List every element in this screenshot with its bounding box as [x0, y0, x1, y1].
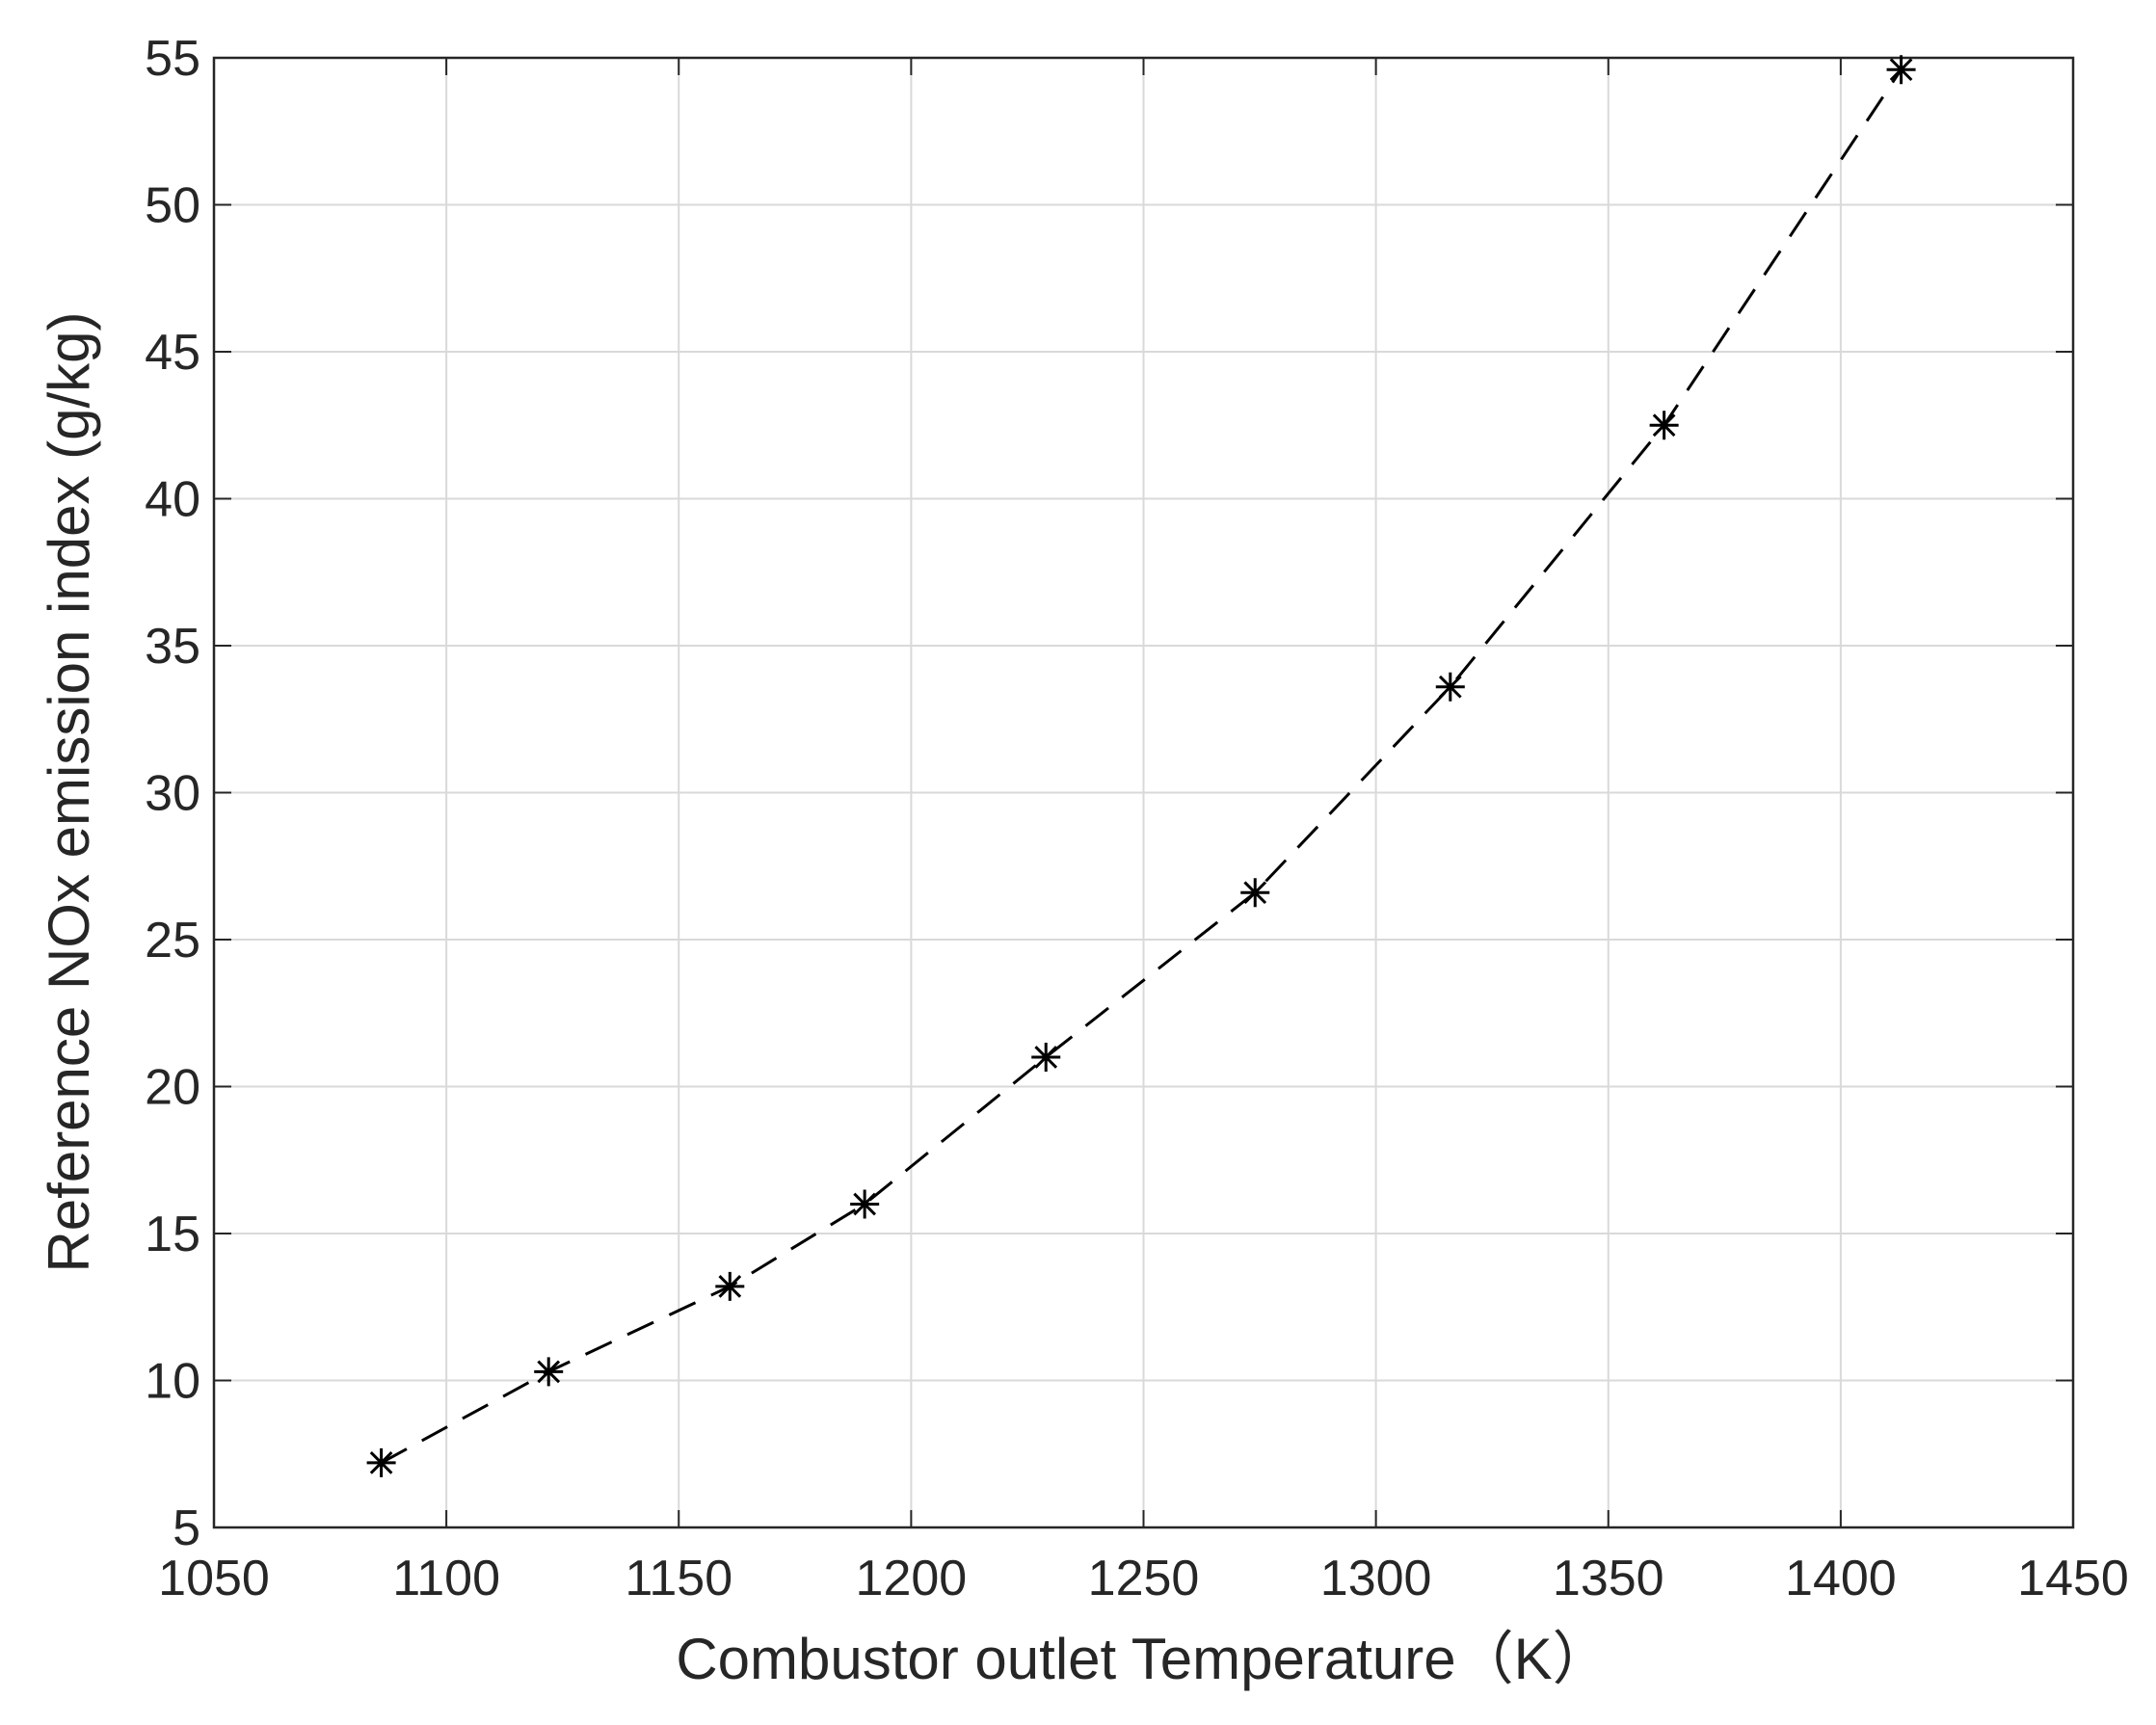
x-tick-label: 1250	[1088, 1551, 1200, 1606]
y-tick-label: 35	[145, 619, 200, 675]
data-line	[380, 68, 1903, 1465]
marker	[1649, 411, 1679, 440]
y-tick-label: 15	[145, 1207, 200, 1262]
x-tick-label: 1050	[158, 1551, 270, 1606]
x-tick-label: 1150	[625, 1551, 732, 1606]
y-tick-label: 10	[145, 1354, 200, 1410]
y-tick-label: 45	[145, 325, 200, 381]
x-tick-label: 1350	[1553, 1551, 1664, 1606]
marker	[1435, 672, 1465, 702]
x-tick-label: 1300	[1320, 1551, 1432, 1606]
x-tick-label: 1100	[392, 1551, 500, 1606]
y-tick-label: 55	[145, 31, 200, 87]
marker	[1886, 55, 1916, 85]
y-tick-label: 30	[145, 766, 200, 822]
marker	[534, 1357, 564, 1387]
x-tick-label: 1200	[856, 1551, 968, 1606]
marker	[1031, 1043, 1061, 1072]
marker	[1240, 878, 1270, 908]
marker	[366, 1447, 396, 1477]
y-axis-label: Reference NOx emission index (g/kg)	[37, 311, 101, 1272]
plot-frame	[212, 56, 2075, 1529]
x-tick-label: 1400	[1785, 1551, 1897, 1606]
x-axis-label: Combustor outlet Temperature（K）	[676, 1627, 1610, 1691]
y-tick-label: 25	[145, 913, 200, 969]
marker	[850, 1189, 880, 1219]
marker	[715, 1271, 745, 1301]
y-tick-label: 40	[145, 472, 200, 528]
x-tick-label: 1450	[2017, 1551, 2129, 1606]
y-tick-label: 50	[145, 178, 200, 234]
y-tick-label: 20	[145, 1060, 200, 1116]
y-tick-label: 5	[173, 1500, 200, 1556]
